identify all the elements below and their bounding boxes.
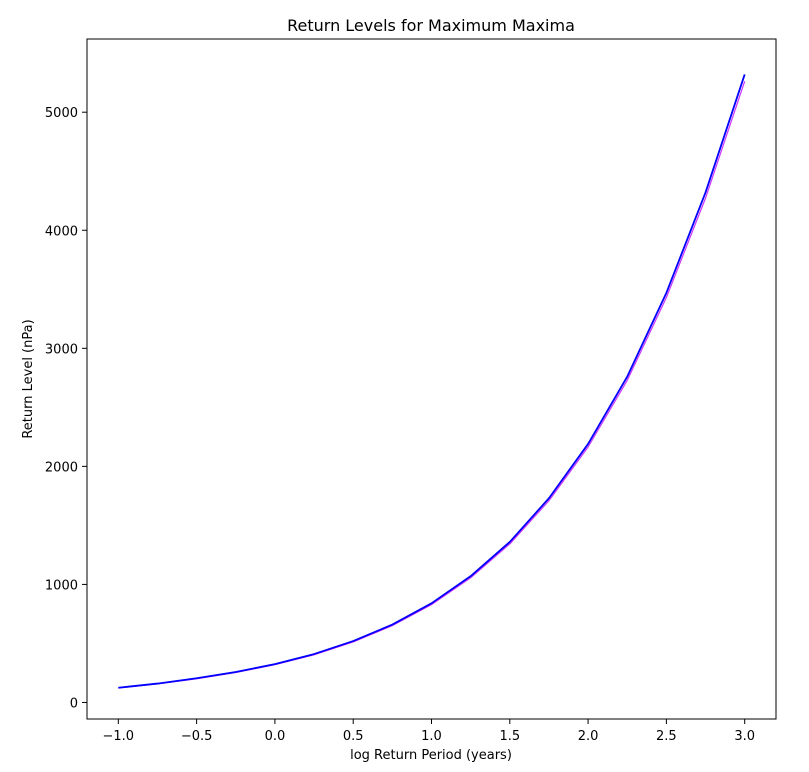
x-axis: −1.0 −0.5 0.0 0.5 1.0 1.5 2.0 2.5 3.0 (103, 719, 755, 744)
x-tick-label: −0.5 (181, 729, 213, 744)
chart-title: Return Levels for Maximum Maxima (287, 16, 575, 35)
y-tick-label: 3000 (45, 342, 78, 357)
x-tick-label: 3.0 (734, 729, 755, 744)
y-tick-label: 5000 (45, 106, 78, 121)
y-tick-label: 4000 (45, 224, 78, 239)
y-tick-label: 1000 (45, 578, 78, 593)
y-tick-label: 2000 (45, 460, 78, 475)
x-tick-label: 1.0 (421, 729, 442, 744)
x-tick-label: 0.0 (265, 729, 286, 744)
x-tick-label: −1.0 (103, 729, 135, 744)
y-axis: 0 1000 2000 3000 4000 5000 (45, 106, 87, 711)
x-axis-label: log Return Period (years) (350, 748, 512, 763)
x-tick-label: 1.5 (499, 729, 520, 744)
plot-frame (86, 38, 777, 720)
x-tick-label: 2.0 (578, 729, 599, 744)
x-tick-label: 0.5 (343, 729, 364, 744)
y-axis-label: Return Level (nPa) (21, 319, 36, 438)
x-tick-label: 2.5 (656, 729, 677, 744)
series-layer (118, 74, 746, 689)
y-tick-label: 0 (70, 696, 78, 711)
series-line (118, 74, 746, 689)
